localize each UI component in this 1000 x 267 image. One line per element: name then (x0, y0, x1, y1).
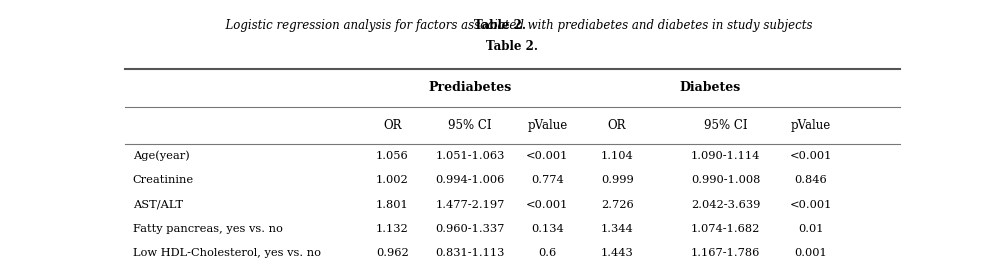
Text: Table 2.: Table 2. (486, 40, 538, 53)
Text: Diabetes: Diabetes (680, 81, 741, 94)
Text: 1.104: 1.104 (601, 151, 634, 161)
Text: 1.056: 1.056 (376, 151, 409, 161)
Text: <0.001: <0.001 (790, 151, 832, 161)
Text: OR: OR (608, 119, 626, 132)
Text: 1.344: 1.344 (601, 224, 634, 234)
Text: 0.846: 0.846 (794, 175, 827, 186)
Text: 0.134: 0.134 (531, 224, 564, 234)
Text: 0.990-1.008: 0.990-1.008 (691, 175, 760, 186)
Text: Table 2. Logistic regression analysis for factors associated with prediabetes an: Table 2. Logistic regression analysis fo… (194, 40, 832, 53)
Text: 0.774: 0.774 (531, 175, 564, 186)
Text: 0.01: 0.01 (798, 224, 824, 234)
Text: 0.831-1.113: 0.831-1.113 (435, 248, 505, 258)
Text: AST/ALT: AST/ALT (133, 200, 183, 210)
Text: pValue: pValue (527, 119, 568, 132)
Text: Prediabetes: Prediabetes (428, 81, 512, 94)
Text: Low HDL-Cholesterol, yes vs. no: Low HDL-Cholesterol, yes vs. no (133, 248, 321, 258)
Text: <0.001: <0.001 (526, 151, 569, 161)
Text: Creatinine: Creatinine (133, 175, 194, 186)
Text: 0.6: 0.6 (538, 248, 556, 258)
Text: 2.042-3.639: 2.042-3.639 (691, 200, 760, 210)
Text: 1.051-1.063: 1.051-1.063 (435, 151, 505, 161)
Text: 95% CI: 95% CI (448, 119, 492, 132)
Text: 0.962: 0.962 (376, 248, 409, 258)
Text: <0.001: <0.001 (790, 200, 832, 210)
Text: 1.074-1.682: 1.074-1.682 (691, 224, 760, 234)
Text: 1.167-1.786: 1.167-1.786 (691, 248, 760, 258)
Text: 1.801: 1.801 (376, 200, 409, 210)
Text: Logistic regression analysis for factors associated with prediabetes and diabete: Logistic regression analysis for factors… (188, 19, 812, 32)
Text: Fatty pancreas, yes vs. no: Fatty pancreas, yes vs. no (133, 224, 283, 234)
Text: <0.001: <0.001 (526, 200, 569, 210)
Text: 0.999: 0.999 (601, 175, 634, 186)
Text: Age(year): Age(year) (133, 151, 190, 162)
Text: 1.132: 1.132 (376, 224, 409, 234)
Text: 1.002: 1.002 (376, 175, 409, 186)
Text: 0.960-1.337: 0.960-1.337 (435, 224, 505, 234)
Text: 0.994-1.006: 0.994-1.006 (435, 175, 505, 186)
Text: pValue: pValue (791, 119, 831, 132)
Text: OR: OR (383, 119, 402, 132)
Text: 95% CI: 95% CI (704, 119, 747, 132)
Text: 1.090-1.114: 1.090-1.114 (691, 151, 760, 161)
Text: 1.477-2.197: 1.477-2.197 (435, 200, 505, 210)
Text: 2.726: 2.726 (601, 200, 634, 210)
Text: Table 2.: Table 2. (474, 19, 526, 32)
Text: 0.001: 0.001 (794, 248, 827, 258)
Text: 1.443: 1.443 (601, 248, 634, 258)
